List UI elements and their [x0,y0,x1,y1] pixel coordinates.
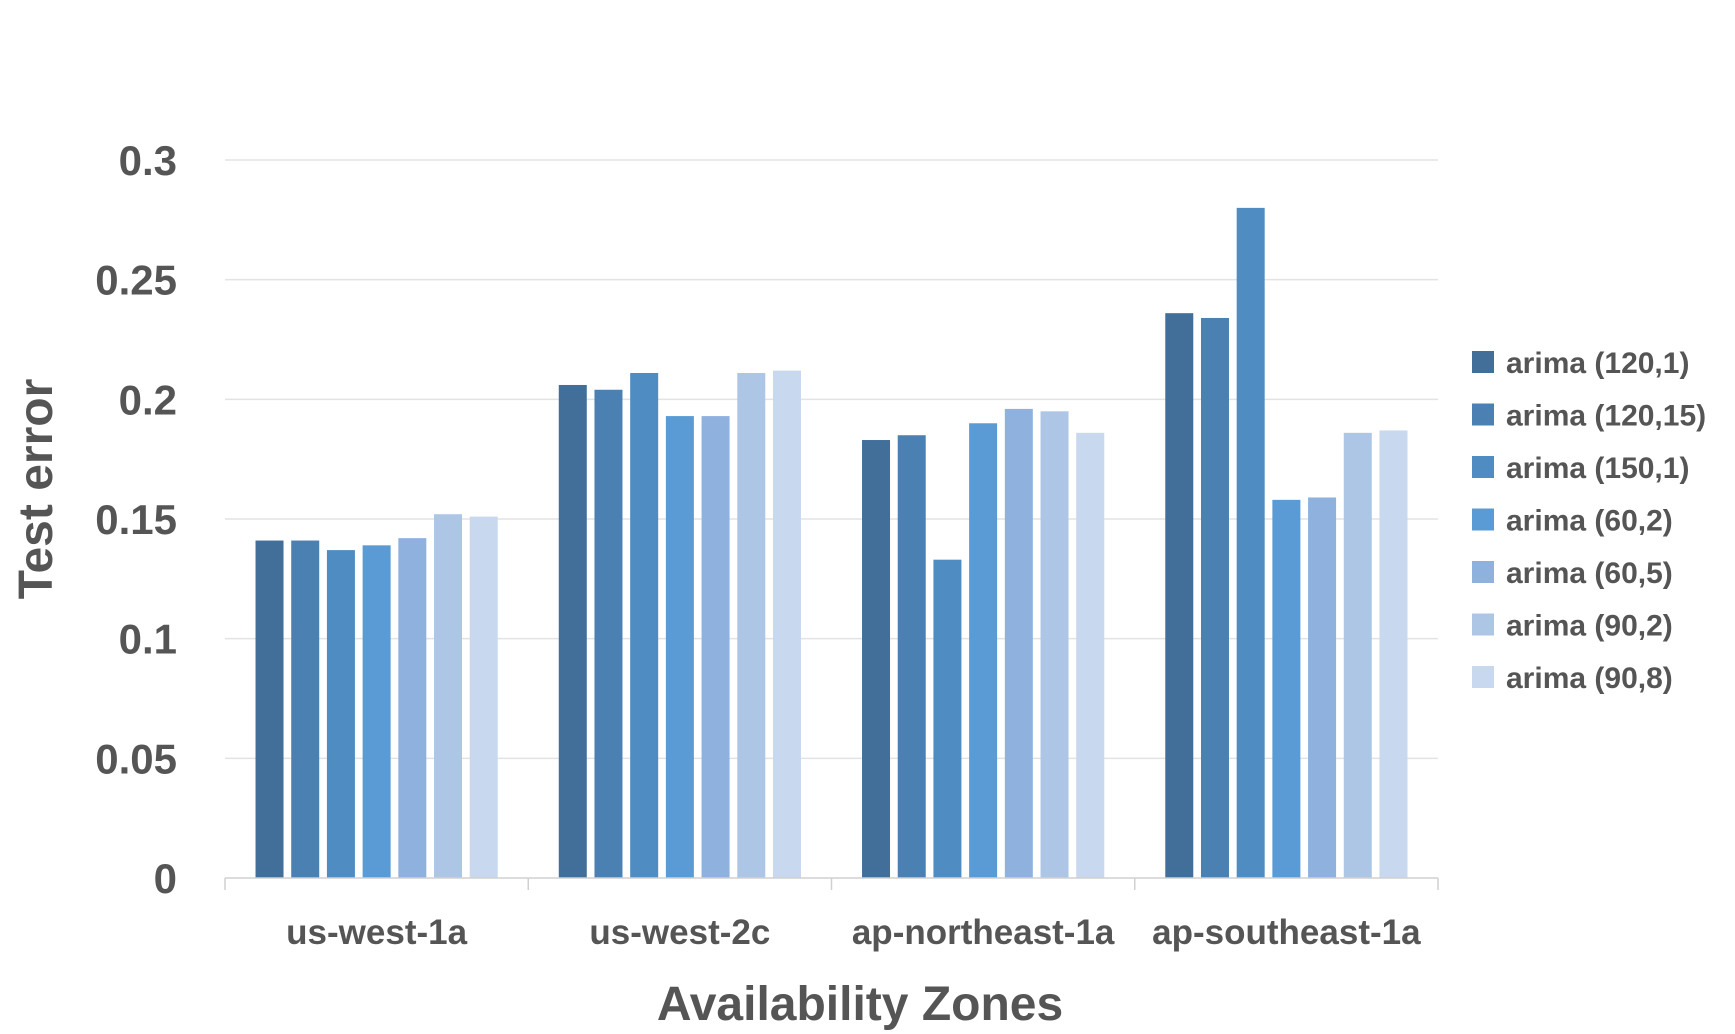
x-tick-label: us-west-2c [589,913,770,952]
y-axis-title: Test error [10,379,63,600]
bars [255,207,1408,879]
legend-label: arima (90,8) [1506,662,1673,695]
bar [1200,317,1229,879]
x-tick-label: ap-southeast-1a [1152,913,1421,952]
bar [1379,430,1408,878]
bar [1076,432,1105,878]
legend-swatch [1472,561,1494,583]
bar [701,416,730,878]
x-axis [224,877,1439,890]
bar [933,559,962,878]
bar [630,373,659,878]
bar [1272,499,1301,878]
bar [969,423,998,878]
bar [665,416,694,878]
legend-label: arima (60,5) [1506,557,1673,590]
bar [558,384,587,878]
legend-swatch [1472,403,1494,426]
y-tick-label: 0.1 [119,616,177,663]
bar [1040,411,1069,878]
y-tick-label: 0.05 [95,735,177,782]
x-tick-label: us-west-1a [286,913,467,952]
legend-label: arima (150,1) [1506,452,1689,485]
x-axis-title: Availability Zones [657,978,1063,1031]
legend-swatch [1472,666,1494,688]
x-tick-labels: us-west-1a us-west-2c ap-northeast-1a ap-so… [286,913,1421,952]
legend-swatch [1472,351,1494,373]
bar [897,435,926,878]
bar [255,540,284,878]
gridlines [225,159,1438,760]
bar [594,389,623,878]
bar [469,516,498,878]
legend-swatch [1472,456,1494,478]
y-tick-label: 0.25 [95,257,177,304]
legend-label: arima (60,2) [1506,505,1673,538]
x-tick-label: ap-northeast-1a [852,913,1115,952]
bar [434,514,463,878]
legend: arima (120,1) arima (120,15) arima (150,1)… [1472,347,1706,695]
bar [862,440,891,878]
legend-swatch [1472,508,1494,531]
bar [1004,408,1033,878]
legend-label: arima (120,15) [1506,400,1706,433]
y-tick-labels: 0 0.05 0.1 0.15 0.2 0.25 0.3 [95,137,177,902]
bar [1165,313,1194,878]
bar [737,373,766,878]
legend-label: arima (120,1) [1506,347,1689,380]
bar [362,545,391,878]
bar [1308,497,1337,878]
bar [398,538,427,878]
y-tick-label: 0 [154,855,177,902]
bar [1236,207,1265,878]
y-tick-label: 0.15 [95,496,177,543]
bar [326,550,355,878]
bar [291,540,320,878]
legend-swatch [1472,613,1494,636]
legend-label: arima (90,2) [1506,610,1673,643]
bar [772,370,801,878]
y-tick-label: 0.2 [119,376,177,423]
bar [1343,432,1372,878]
y-tick-label: 0.3 [119,137,177,184]
